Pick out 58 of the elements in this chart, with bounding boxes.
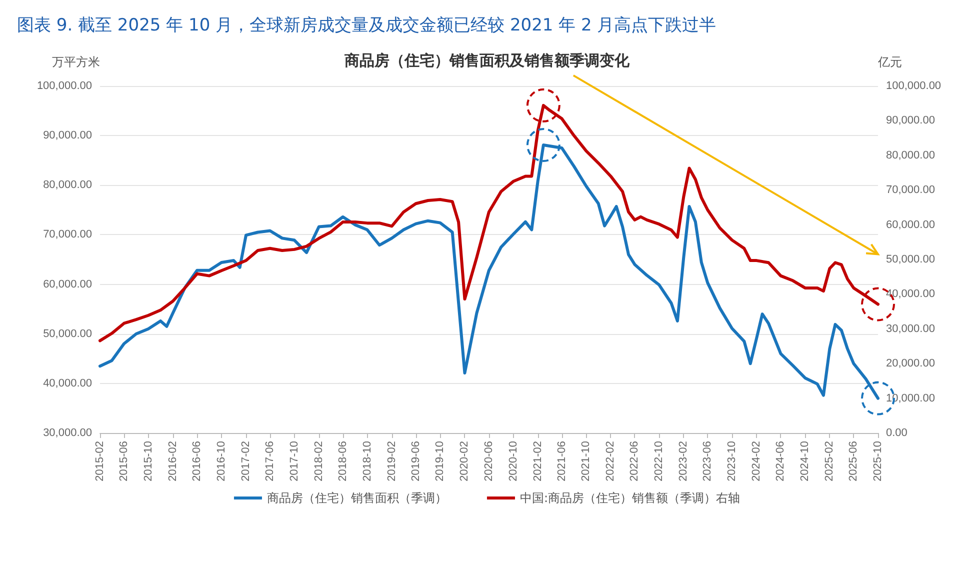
y-tick-label: 30,000.00 [43, 427, 92, 439]
x-tick-label: 2021-10 [580, 441, 592, 482]
y2-tick-label: 100,000.00 [886, 80, 942, 92]
x-tick-label: 2019-06 [410, 441, 422, 482]
x-tick-label: 2021-02 [532, 441, 544, 482]
x-tick-label: 2015-06 [118, 441, 130, 482]
y-tick-label: 100,000.00 [36, 80, 92, 92]
y2-axis-title: 亿元 [877, 55, 902, 69]
y-tick-label: 80,000.00 [43, 179, 92, 192]
x-tick-label: 2020-02 [458, 441, 471, 482]
x-tick-label: 2019-02 [386, 441, 398, 482]
y-tick-label: 40,000.00 [43, 377, 92, 390]
y-axis-title: 万平方米 [52, 55, 100, 69]
x-tick-label: 2023-06 [702, 441, 714, 482]
legend-label: 商品房（住宅）销售面积（季调） [266, 491, 447, 505]
x-tick-label: 2024-06 [774, 441, 787, 482]
x-tick-label: 2016-10 [215, 441, 228, 482]
y2-tick-label: 70,000.00 [886, 184, 935, 196]
y2-tick-label: 0.00 [886, 427, 908, 439]
x-tick-label: 2024-02 [750, 441, 763, 482]
x-tick-label: 2016-02 [166, 441, 179, 482]
x-tick-label: 2017-02 [240, 441, 252, 482]
x-tick-label: 2024-10 [799, 441, 812, 482]
y2-tick-label: 80,000.00 [886, 149, 935, 162]
x-tick-label: 2021-06 [556, 441, 568, 482]
y2-tick-label: 60,000.00 [886, 218, 935, 231]
x-tick-label: 2023-02 [678, 441, 690, 482]
x-tick-label: 2015-10 [142, 441, 154, 482]
x-tick-label: 2025-06 [848, 441, 860, 482]
x-tick-label: 2017-10 [288, 441, 300, 482]
x-tick-label: 2018-10 [361, 441, 374, 482]
x-tick-label: 2016-06 [191, 441, 204, 482]
x-tick-label: 2022-02 [604, 441, 617, 482]
x-tick-label: 2015-02 [94, 441, 106, 482]
x-tick-label: 2022-10 [653, 441, 666, 482]
y2-tick-label: 20,000.00 [886, 358, 935, 370]
x-tick-label: 2018-06 [336, 441, 349, 482]
legend-label: 中国:商品房（住宅）销售额（季调）右轴 [520, 491, 740, 505]
y2-tick-label: 40,000.00 [886, 288, 935, 300]
x-tick-label: 2019-10 [434, 441, 446, 482]
y2-tick-label: 30,000.00 [886, 322, 935, 335]
y-tick-label: 90,000.00 [43, 130, 92, 142]
x-tick-label: 2025-02 [824, 441, 836, 482]
x-tick-label: 2022-06 [628, 441, 641, 482]
x-tick-label: 2020-06 [482, 441, 495, 482]
x-tick-label: 2025-10 [872, 441, 884, 482]
chart-title: 图表 9. 截至 2025 年 10 月，全球新房成交量及成交金额已经较 2021 年 2 月高点下跌过半 [17, 16, 716, 36]
x-tick-label: 2020-10 [507, 441, 520, 482]
y-tick-label: 70,000.00 [43, 228, 92, 241]
chart-subtitle: 商品房（住宅）销售面积及销售额季调变化 [344, 52, 630, 70]
x-tick-label: 2018-02 [312, 441, 325, 482]
y-tick-label: 60,000.00 [43, 278, 92, 290]
x-tick-label: 2017-06 [264, 441, 276, 482]
y2-tick-label: 50,000.00 [886, 254, 935, 266]
y-tick-label: 50,000.00 [43, 328, 92, 340]
y2-tick-label: 10,000.00 [886, 392, 935, 404]
x-tick-label: 2023-10 [726, 441, 738, 482]
y2-tick-label: 90,000.00 [886, 114, 935, 127]
